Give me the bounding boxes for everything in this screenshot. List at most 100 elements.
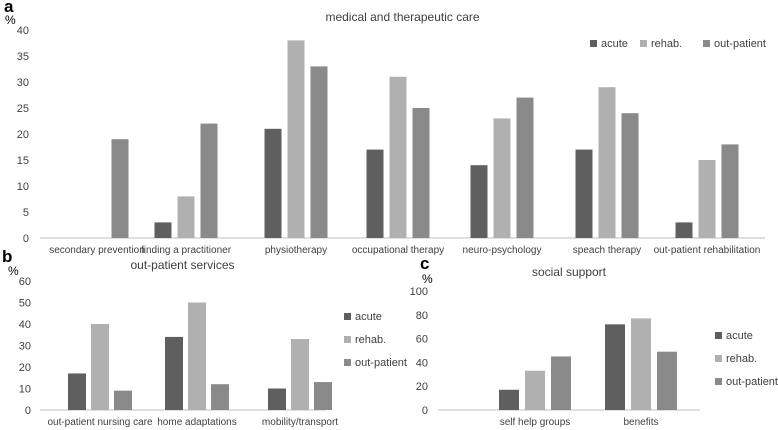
chart-panel-b: b% out-patient services 0 10 20 30 40 50 60 out-p… <box>2 247 407 428</box>
bar-rehab-3 <box>389 76 407 238</box>
x-tick-label: finding a practitioner <box>141 245 232 256</box>
bar-rehab-2 <box>291 339 309 410</box>
y-tick-label: 40 <box>17 25 29 37</box>
bar-rehab-4 <box>493 118 511 238</box>
y-tick-label: 20 <box>416 381 428 393</box>
panel-letter: c <box>420 254 429 273</box>
x-tick-label: neuro-psychology <box>463 245 542 256</box>
x-tick-label: benefits <box>623 417 658 428</box>
y-axis-unit: % <box>422 272 433 286</box>
legend-label: acute <box>601 38 628 50</box>
x-tick-label: mobility/transport <box>262 417 338 428</box>
legend-swatch <box>640 40 647 47</box>
legend-swatch <box>590 40 597 47</box>
legend-label: out-patient <box>714 38 766 50</box>
legend: acute rehab. out-patient <box>590 38 766 50</box>
bar-rehab-1 <box>631 318 651 410</box>
y-tick-label: 40 <box>416 357 428 369</box>
chart-title: medical and therapeutic care <box>325 10 479 24</box>
y-tick-label: 5 <box>23 207 29 219</box>
y-tick-label: 100 <box>410 286 428 298</box>
bar-out-patient-3 <box>412 108 430 238</box>
y-tick-label: 10 <box>17 181 29 193</box>
y-tick-label: 30 <box>19 341 31 353</box>
bar-rehab-0 <box>525 370 545 410</box>
legend-label: out-patient <box>355 357 407 369</box>
bar-acute-2 <box>264 128 282 238</box>
bar-acute-3 <box>366 149 384 238</box>
legend-label: rehab. <box>726 353 757 365</box>
x-tick-label: secondary prevention <box>49 245 145 256</box>
legend-label: out-patient <box>726 376 778 388</box>
y-tick-label: 60 <box>416 334 428 346</box>
y-tick-label: 30 <box>17 77 29 89</box>
y-axis-unit: % <box>5 13 16 27</box>
legend-swatch <box>344 359 351 366</box>
bar-acute-0 <box>68 373 86 410</box>
y-tick-label: 80 <box>416 310 428 322</box>
x-tick-label: out-patient rehabilitation <box>654 245 761 256</box>
y-tick-label: 15 <box>17 155 29 167</box>
y-tick-label: 20 <box>19 362 31 374</box>
bar-rehab-1 <box>188 302 206 410</box>
x-tick-label: home adaptations <box>157 417 237 428</box>
x-tick-label: physiotherapy <box>265 245 327 256</box>
bar-acute-0 <box>499 389 519 410</box>
bar-rehab-5 <box>598 87 616 238</box>
bar-out-patient-1 <box>657 351 677 410</box>
panel-letter: b <box>2 247 12 266</box>
legend-swatch <box>703 40 710 47</box>
chart-panel-a: a% medical and therapeutic care 0 5 10 15 20 25… <box>4 0 766 256</box>
bar-out-patient-1 <box>200 123 218 238</box>
legend: acute rehab. out-patient <box>344 311 407 369</box>
legend-label: rehab. <box>355 334 386 346</box>
legend-label: acute <box>726 330 753 342</box>
bar-out-patient-2 <box>314 382 332 410</box>
y-tick-label: 60 <box>19 276 31 288</box>
bar-acute-6 <box>675 222 693 238</box>
y-tick-label: 50 <box>19 298 31 310</box>
bar-rehab-1 <box>177 196 195 238</box>
bar-out-patient-0 <box>114 390 132 410</box>
chart-title: social support <box>532 265 607 279</box>
bar-acute-4 <box>470 165 488 238</box>
bar-rehab-0 <box>91 324 109 410</box>
y-tick-label: 10 <box>19 384 31 396</box>
x-tick-label: occupational therapy <box>352 245 444 256</box>
legend-label: rehab. <box>651 38 682 50</box>
legend: acute rehab. out-patient <box>715 330 778 388</box>
y-tick-label: 0 <box>25 405 31 417</box>
legend-swatch <box>715 355 722 362</box>
bar-acute-1 <box>165 336 183 410</box>
bar-acute-2 <box>268 388 286 410</box>
bar-out-patient-2 <box>310 66 328 239</box>
bar-out-patient-0 <box>551 356 571 410</box>
panel-letter: a <box>4 0 14 16</box>
chart-title: out-patient services <box>130 258 234 272</box>
y-tick-label: 20 <box>17 129 29 141</box>
bar-out-patient-6 <box>721 144 739 238</box>
legend-label: acute <box>355 311 382 323</box>
bar-out-patient-0 <box>111 139 129 238</box>
x-tick-label: speach therapy <box>573 245 641 256</box>
bar-rehab-2 <box>287 40 305 239</box>
x-tick-label: out-patient nursing care <box>47 417 153 428</box>
bar-out-patient-4 <box>516 97 534 238</box>
y-tick-label: 25 <box>17 103 29 115</box>
legend-swatch <box>344 313 351 320</box>
y-tick-label: 40 <box>19 319 31 331</box>
bar-out-patient-1 <box>211 384 229 410</box>
y-tick-label: 0 <box>422 405 428 417</box>
bar-out-patient-5 <box>621 113 639 238</box>
legend-swatch <box>715 378 722 385</box>
legend-swatch <box>344 336 351 343</box>
bar-acute-5 <box>575 149 593 238</box>
bar-acute-1 <box>605 324 625 410</box>
y-tick-label: 0 <box>23 233 29 245</box>
y-axis-unit: % <box>8 264 19 278</box>
legend-swatch <box>715 332 722 339</box>
bar-rehab-6 <box>698 160 716 238</box>
y-tick-label: 35 <box>17 51 29 63</box>
x-tick-label: self help groups <box>500 417 571 428</box>
